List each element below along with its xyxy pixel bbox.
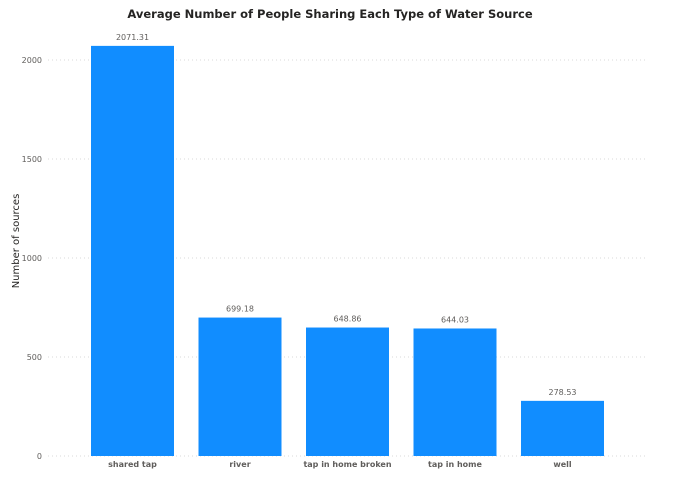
bar [91, 45, 174, 457]
category-label: well [553, 460, 572, 469]
y-tick-label: 1000 [22, 254, 42, 263]
bars [91, 45, 604, 457]
category-label: tap in home broken [303, 460, 391, 469]
category-labels: shared tap river tap in home broken tap in … [108, 460, 572, 469]
data-label: 2071.31 [116, 33, 149, 42]
category-label: river [229, 460, 250, 469]
y-tick-label: 500 [27, 353, 42, 362]
y-tick-label: 1500 [22, 155, 42, 164]
chart-title: Average Number of People Sharing Each Ty… [127, 7, 532, 21]
y-tick-label: 0 [37, 452, 42, 461]
bar [198, 317, 282, 456]
y-tick-label: 2000 [22, 56, 42, 65]
data-label: 699.18 [226, 305, 254, 314]
category-label: shared tap [108, 460, 157, 469]
y-axis-ticks: 0 500 1000 1500 2000 [22, 56, 42, 461]
bar [306, 327, 389, 456]
data-label: 278.53 [549, 388, 577, 397]
data-label: 644.03 [441, 315, 469, 324]
bar [413, 328, 497, 456]
data-labels: 2071.31 699.18 648.86 644.03 278.53 [116, 33, 577, 397]
category-label: tap in home [428, 460, 482, 469]
data-label: 648.86 [334, 315, 362, 324]
y-axis-label: Number of sources [11, 194, 22, 289]
bar [521, 400, 604, 456]
